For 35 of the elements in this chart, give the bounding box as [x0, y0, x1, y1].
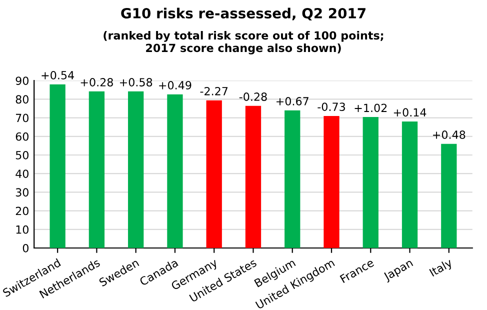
- annotation: -2.27: [200, 86, 228, 96]
- y-tick-label: 70: [16, 114, 28, 122]
- bar: [128, 91, 144, 248]
- bar: [245, 106, 262, 248]
- y-tick-label: 20: [16, 206, 28, 216]
- y-tick-label: 50: [16, 150, 28, 160]
- bar: [284, 110, 300, 248]
- y-tick-label: 80: [16, 95, 28, 104]
- annotation: +0.28: [80, 78, 113, 86]
- bar: [50, 84, 66, 248]
- annotation: +0.58: [120, 78, 152, 86]
- y-tick-label: 0: [22, 244, 28, 252]
- y-tick-label: 40: [16, 170, 28, 178]
- y-tick-label: 60: [16, 132, 28, 141]
- y-tick-label: 10: [16, 225, 28, 234]
- bar: [167, 94, 183, 248]
- bar: [88, 91, 105, 248]
- annotation: +1.02: [354, 104, 387, 112]
- y-tick-label: 30: [16, 188, 28, 197]
- bar: [324, 116, 340, 248]
- bar: [206, 100, 222, 248]
- annotation: -0.28: [239, 92, 267, 101]
- annotation: +0.49: [159, 81, 192, 90]
- annotation: +0.14: [394, 108, 426, 117]
- annotation: -0.73: [318, 102, 345, 112]
- x-tick-label: Italy: [428, 258, 454, 279]
- bar: [402, 122, 418, 248]
- annotation: +0.48: [433, 130, 466, 139]
- annotation: +0.67: [276, 97, 308, 106]
- chart-title: G10 risks re-assessed, Q2 2017: [121, 8, 366, 20]
- bar: [441, 144, 457, 248]
- chart-subtitle: (ranked by total risk score out of 100 points; 2017 score change also shown): [104, 31, 384, 54]
- y-tick-label: 90: [16, 76, 28, 85]
- annotation: +0.54: [42, 70, 74, 80]
- bar: [362, 117, 378, 248]
